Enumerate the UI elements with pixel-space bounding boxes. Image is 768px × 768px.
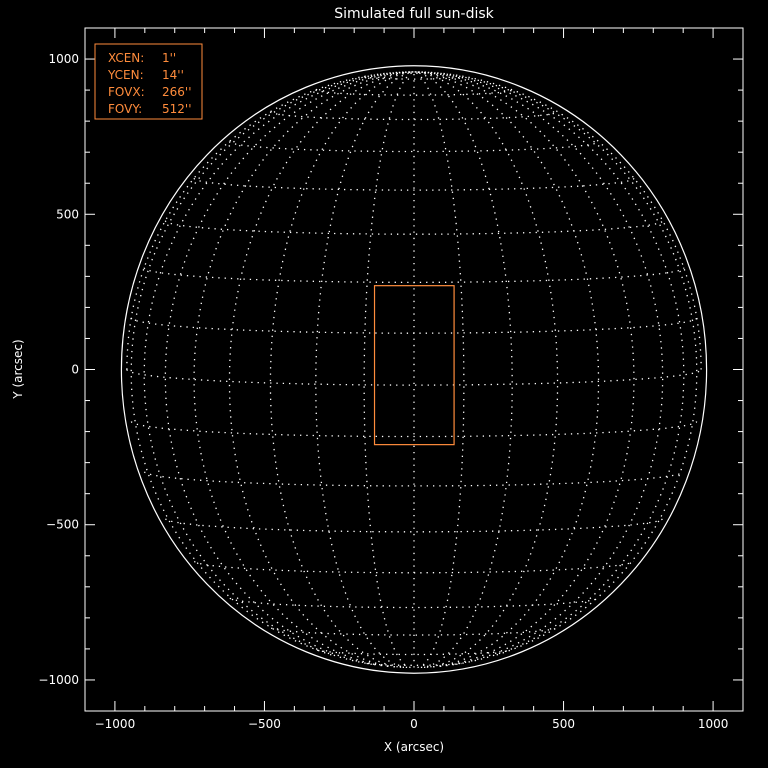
fov-box xyxy=(373,285,455,446)
y-tick-label: 0 xyxy=(71,363,79,377)
tick-labels: −1000 −500 0 500 1000 −1000 −500 0 500 1000 xyxy=(38,52,728,731)
y-axis-label: Y (arcsec) xyxy=(11,339,25,399)
latitude-line xyxy=(193,177,635,191)
legend-label: FOVY: xyxy=(108,102,142,116)
longitude-line xyxy=(413,71,698,656)
x-tick-label: 1000 xyxy=(698,717,729,731)
axis-ticks xyxy=(84,27,744,712)
longitude-line xyxy=(414,71,702,370)
longitude-line xyxy=(413,71,465,669)
heliographic-grid xyxy=(126,71,702,669)
y-tick-label: 1000 xyxy=(48,52,79,66)
longitude-line xyxy=(413,71,600,668)
longitude-line xyxy=(193,71,415,668)
x-tick-label: −1000 xyxy=(95,717,136,731)
longitude-line xyxy=(126,71,414,370)
latitude-line xyxy=(165,518,663,533)
latitude-line xyxy=(315,89,513,96)
latitude-line xyxy=(193,560,635,574)
longitude-line xyxy=(315,71,415,669)
longitude-line xyxy=(164,71,415,667)
plot-frame xyxy=(84,27,744,712)
x-tick-label: 500 xyxy=(552,717,575,731)
longitude-line xyxy=(413,71,513,669)
legend-value: 1'' xyxy=(162,51,176,65)
y-tick-label: −500 xyxy=(46,518,79,532)
legend-value: 512'' xyxy=(162,102,192,116)
solar-limb xyxy=(120,65,708,674)
longitude-line xyxy=(363,71,415,669)
x-axis-label: X (arcsec) xyxy=(384,740,444,754)
latitude-line xyxy=(229,597,599,609)
longitude-line xyxy=(143,71,415,665)
legend-value: 14'' xyxy=(162,68,184,82)
legend-box xyxy=(94,43,203,120)
latitude-line xyxy=(228,141,600,153)
y-tick-label: −1000 xyxy=(38,673,79,687)
x-tick-label: −500 xyxy=(248,717,281,731)
latitude-line xyxy=(316,649,512,656)
longitude-line xyxy=(269,71,415,668)
legend-value: 266'' xyxy=(162,85,192,99)
x-tick-label: 0 xyxy=(410,717,418,731)
legend-label: FOVX: xyxy=(108,85,145,99)
chart-title: Simulated full sun-disk xyxy=(334,6,494,22)
legend-label: YCEN: xyxy=(107,68,144,82)
latitude-line xyxy=(130,421,698,438)
longitude-line xyxy=(413,71,559,668)
fov-legend: XCEN: 1'' YCEN: 14'' FOVX: 266'' FOVY: 512'' xyxy=(94,43,203,120)
longitude-line xyxy=(413,71,664,667)
y-tick-label: 500 xyxy=(56,207,79,221)
longitude-line xyxy=(413,71,635,668)
longitude-line xyxy=(130,71,415,656)
longitude-line xyxy=(228,71,415,668)
legend-label: XCEN: xyxy=(108,51,144,65)
